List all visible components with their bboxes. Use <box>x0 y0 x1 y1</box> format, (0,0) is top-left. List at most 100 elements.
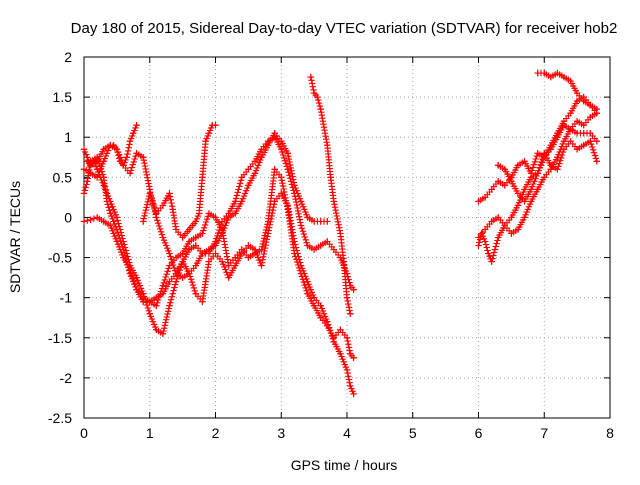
data-point <box>166 278 173 285</box>
data-point <box>93 158 101 165</box>
data-point <box>202 138 209 145</box>
data-point <box>340 258 347 265</box>
y-tick-label: -1.5 <box>48 330 72 346</box>
data-point <box>153 210 160 217</box>
data-point <box>84 158 91 165</box>
data-point <box>350 390 357 398</box>
data-point <box>166 250 173 257</box>
data-point <box>527 198 535 205</box>
data-point <box>475 234 482 241</box>
data-point <box>159 282 167 289</box>
data-point <box>179 274 186 281</box>
data-point <box>284 206 292 213</box>
data-point <box>324 238 331 245</box>
data-point <box>126 170 134 177</box>
data-point <box>580 97 587 105</box>
series-arc-6 <box>84 121 140 169</box>
data-point <box>317 242 324 249</box>
data-point <box>139 218 147 225</box>
data-point <box>100 218 107 225</box>
data-point <box>350 286 357 293</box>
x-tick-label: 6 <box>475 425 483 441</box>
data-point <box>212 214 219 221</box>
data-point <box>153 302 160 309</box>
data-point <box>310 246 318 253</box>
data-point <box>186 226 193 233</box>
data-point <box>278 174 285 181</box>
data-point <box>297 222 305 229</box>
series-markers <box>307 73 354 317</box>
data-point <box>587 101 594 109</box>
data-point <box>337 350 344 358</box>
data-point <box>80 166 88 173</box>
data-point <box>232 198 239 205</box>
data-point <box>534 69 541 77</box>
data-point <box>130 130 137 137</box>
data-point <box>87 162 94 169</box>
y-tick-label: 0 <box>64 209 72 225</box>
y-tick-label: 0.5 <box>53 169 73 185</box>
series-arc-11 <box>495 93 601 205</box>
data-point <box>587 138 594 145</box>
data-point <box>123 154 130 161</box>
data-point <box>113 146 121 153</box>
data-point <box>251 170 259 177</box>
data-point <box>278 146 285 153</box>
data-point <box>218 218 226 225</box>
y-tick-label: -0.5 <box>48 250 72 266</box>
data-point <box>225 210 232 217</box>
data-point <box>573 130 581 137</box>
data-point <box>324 142 331 149</box>
data-point <box>554 69 561 77</box>
x-tick-label: 4 <box>343 425 351 441</box>
data-point <box>337 326 344 333</box>
data-point <box>317 218 324 225</box>
data-point <box>205 250 213 257</box>
series-markers <box>80 146 357 398</box>
data-point <box>258 246 265 253</box>
plot-frame <box>83 56 611 419</box>
data-point <box>107 210 114 217</box>
data-point <box>100 174 107 181</box>
data-point <box>314 93 321 101</box>
series-markers <box>140 122 219 241</box>
series-arc-8 <box>475 121 601 205</box>
data-point <box>580 121 587 129</box>
data-point <box>567 77 574 85</box>
data-point <box>80 190 88 197</box>
series-arc-7 <box>307 73 354 317</box>
data-point <box>146 298 153 305</box>
data-point <box>238 174 245 181</box>
data-point <box>182 230 190 237</box>
data-point <box>317 314 324 321</box>
data-point <box>192 262 199 269</box>
data-point <box>495 234 502 241</box>
data-point <box>113 238 121 245</box>
x-tick-label: 0 <box>80 425 88 441</box>
series-arc-12 <box>534 69 601 117</box>
series-arc-4 <box>80 154 357 362</box>
data-point <box>347 350 354 358</box>
data-point <box>488 186 495 193</box>
x-axis-label: GPS time / hours <box>291 457 398 473</box>
data-point <box>547 166 555 173</box>
data-point <box>343 334 351 341</box>
data-point <box>202 278 209 285</box>
data-point <box>258 146 265 153</box>
data-point <box>481 226 489 233</box>
data-point <box>166 262 173 269</box>
data-point <box>93 174 101 181</box>
data-point <box>251 250 259 257</box>
data-point <box>554 130 561 137</box>
chart-title: Day 180 of 2015, Sidereal Day-to-day VTE… <box>71 20 618 37</box>
data-point <box>258 262 265 269</box>
data-point <box>159 234 167 241</box>
data-point <box>80 218 88 225</box>
series-layer <box>80 69 601 398</box>
data-point <box>172 226 180 233</box>
data-point <box>172 254 180 261</box>
data-point <box>573 89 581 97</box>
data-point <box>146 190 153 197</box>
data-point <box>87 216 94 224</box>
data-point <box>172 278 180 285</box>
